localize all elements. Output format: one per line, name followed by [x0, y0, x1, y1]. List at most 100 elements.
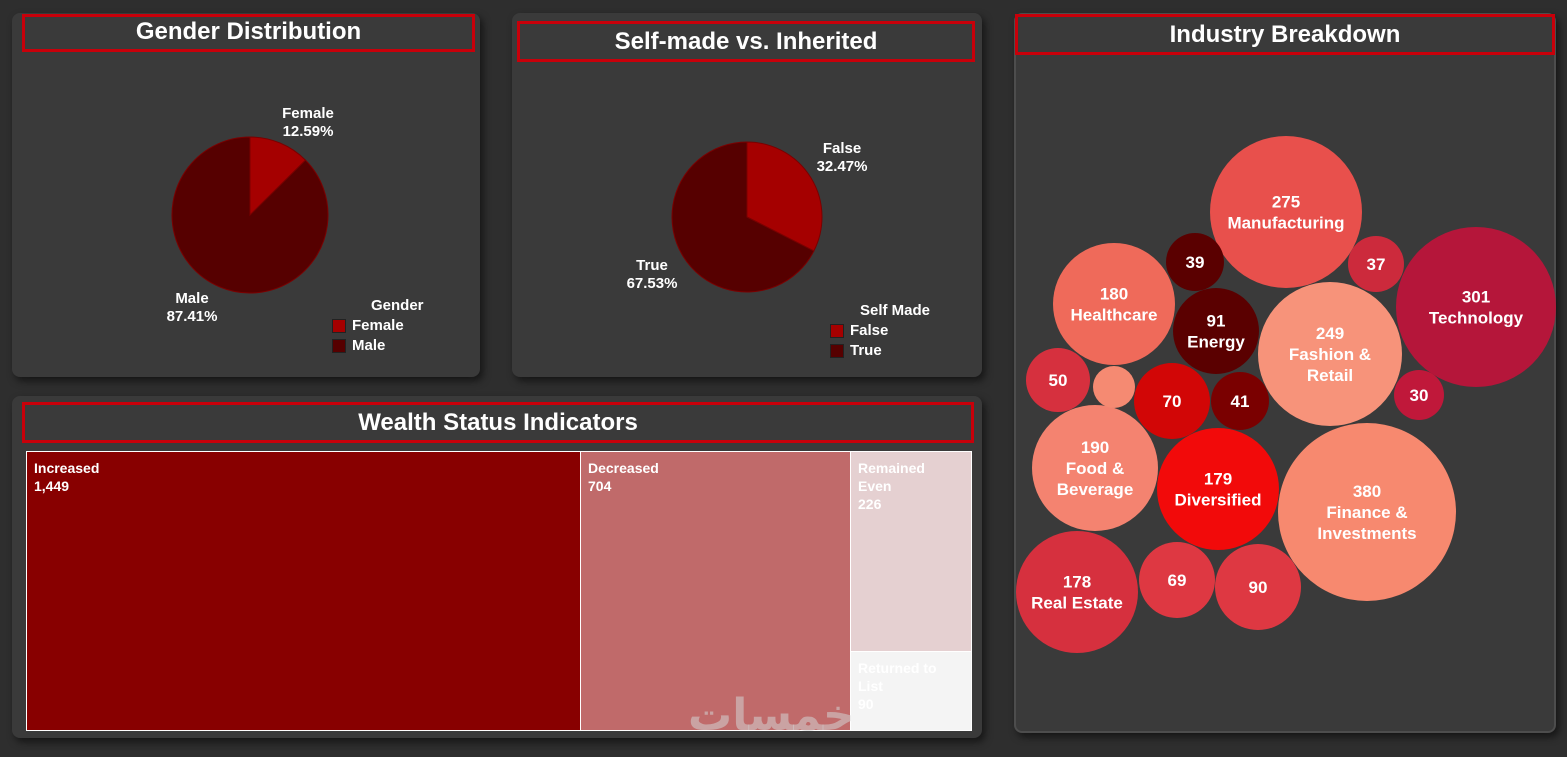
- bubble-value-50[interactable]: [1026, 348, 1090, 412]
- bubble-food-beverage[interactable]: [1032, 405, 1158, 531]
- returned-name: Returned to List: [858, 660, 937, 694]
- gender-legend-title: Gender: [371, 297, 424, 314]
- selfmade-legend-true-label: True: [850, 342, 882, 359]
- bubble-label: Real Estate: [1031, 594, 1123, 613]
- bubble-fashion-retail[interactable]: [1258, 282, 1402, 426]
- treemap-returned-label: Returned to List 90: [858, 659, 958, 713]
- bubble-value-69[interactable]: [1139, 542, 1215, 618]
- bubble-label: Healthcare: [1071, 306, 1158, 325]
- watermark-logo: خمسات: [688, 690, 855, 741]
- bubble-manufacturing[interactable]: [1210, 136, 1362, 288]
- selfmade-false-label: False 32.47%: [802, 140, 882, 176]
- decreased-name: Decreased: [588, 460, 659, 476]
- pie-slice-male[interactable]: [171, 136, 329, 294]
- bubble-finance-investments[interactable]: [1278, 423, 1456, 601]
- bubble-label: Diversified: [1175, 491, 1262, 510]
- selfmade-title: Self-made vs. Inherited: [517, 21, 975, 62]
- bubble-diversified[interactable]: [1157, 428, 1279, 550]
- bubble-technology[interactable]: [1396, 227, 1556, 387]
- bubble-value-unlabeled[interactable]: [1093, 366, 1135, 408]
- bubble-healthcare[interactable]: [1053, 243, 1175, 365]
- treemap-remained-even[interactable]: Remained Even 226: [850, 451, 972, 652]
- bubble-label: 90: [1249, 578, 1268, 597]
- returned-value: 90: [858, 696, 874, 712]
- gender-male-label: Male 87.41%: [152, 290, 232, 326]
- gender-female-label: Female 12.59%: [268, 105, 348, 141]
- bubble-energy[interactable]: [1173, 288, 1259, 374]
- treemap-decreased-label: Decreased 704: [588, 459, 659, 495]
- treemap-returned[interactable]: Returned to List 90: [850, 651, 972, 731]
- treemap-decreased[interactable]: Decreased 704: [580, 451, 851, 731]
- gender-female-pct: 12.59%: [282, 123, 334, 140]
- increased-name: Increased: [34, 460, 100, 476]
- bubble-label: Investments: [1317, 524, 1416, 543]
- remained-name: Remained Even: [858, 460, 925, 494]
- bubble-label: Beverage: [1057, 480, 1134, 499]
- selfmade-pie: [671, 141, 823, 293]
- gender-male-name: Male: [175, 290, 209, 307]
- bubble-value-39[interactable]: [1166, 233, 1224, 291]
- bubble-value-41[interactable]: [1211, 372, 1269, 430]
- gender-title: Gender Distribution: [22, 14, 475, 52]
- bubble-label: 91: [1207, 312, 1226, 331]
- bubble-value-37[interactable]: [1348, 236, 1404, 292]
- bubble-label: 275: [1272, 193, 1300, 212]
- bubble-label: Food &: [1066, 459, 1125, 478]
- gender-legend-male[interactable]: Male: [332, 337, 385, 354]
- bubble-real-estate[interactable]: [1016, 531, 1138, 653]
- bubble-value-30[interactable]: [1394, 370, 1444, 420]
- bubble-label: Technology: [1429, 309, 1524, 328]
- bubble-label: 178: [1063, 573, 1091, 592]
- bubble-label: Fashion &: [1289, 345, 1371, 364]
- bubble-label: 301: [1462, 288, 1490, 307]
- bubble-label: 39: [1186, 253, 1205, 272]
- bubble-label: 69: [1168, 571, 1187, 590]
- bubble-label: Manufacturing: [1227, 214, 1344, 233]
- industry-title: Industry Breakdown: [1015, 14, 1555, 55]
- bubble-label: 41: [1231, 392, 1250, 411]
- selfmade-false-name: False: [822, 140, 862, 157]
- bubble-label: Retail: [1307, 366, 1353, 385]
- bubble-label: 37: [1367, 255, 1386, 274]
- pie-slice-true[interactable]: [671, 141, 815, 293]
- selfmade-legend-title: Self Made: [860, 302, 931, 319]
- selfmade-false-pct: 32.47%: [816, 158, 868, 175]
- bubble-label: Finance &: [1326, 503, 1407, 522]
- gender-legend-male-label: Male: [352, 337, 386, 354]
- bubble-label: 50: [1049, 371, 1068, 390]
- remained-value: 226: [858, 496, 882, 512]
- treemap-remained-label: Remained Even 226: [858, 459, 938, 513]
- selfmade-legend-false-label: False: [850, 322, 889, 339]
- wealth-title: Wealth Status Indicators: [22, 402, 974, 443]
- bubble-label: 179: [1204, 470, 1232, 489]
- selfmade-true-pct: 67.53%: [626, 275, 678, 292]
- bubble-label: Energy: [1187, 333, 1245, 352]
- true-swatch: [830, 343, 844, 358]
- pie-slice-female[interactable]: [249, 136, 307, 217]
- bubble-label: 190: [1081, 438, 1109, 457]
- gender-female-name: Female: [282, 105, 334, 122]
- bubble-value-70[interactable]: [1134, 363, 1210, 439]
- bubble-label: 180: [1100, 285, 1128, 304]
- selfmade-legend-false[interactable]: False: [830, 322, 888, 339]
- decreased-value: 704: [588, 478, 612, 494]
- false-swatch: [830, 323, 844, 338]
- gender-pie: [171, 136, 329, 294]
- treemap-increased[interactable]: Increased 1,449: [26, 451, 581, 731]
- male-swatch: [332, 338, 346, 353]
- gender-male-pct: 87.41%: [166, 308, 218, 325]
- pie-slice-false[interactable]: [746, 141, 823, 252]
- bubble-value-90[interactable]: [1215, 544, 1301, 630]
- selfmade-true-name: True: [636, 257, 668, 274]
- selfmade-legend-true[interactable]: True: [830, 342, 882, 359]
- female-swatch: [332, 318, 346, 333]
- selfmade-true-label: True 67.53%: [612, 257, 692, 293]
- bubble-label: 249: [1316, 324, 1344, 343]
- increased-value: 1,449: [34, 478, 70, 494]
- bubble-label: 380: [1353, 482, 1381, 501]
- treemap-increased-label: Increased 1,449: [34, 459, 99, 495]
- bubble-label: 70: [1163, 392, 1182, 411]
- gender-legend-female[interactable]: Female: [332, 317, 404, 334]
- gender-legend-female-label: Female: [352, 317, 404, 334]
